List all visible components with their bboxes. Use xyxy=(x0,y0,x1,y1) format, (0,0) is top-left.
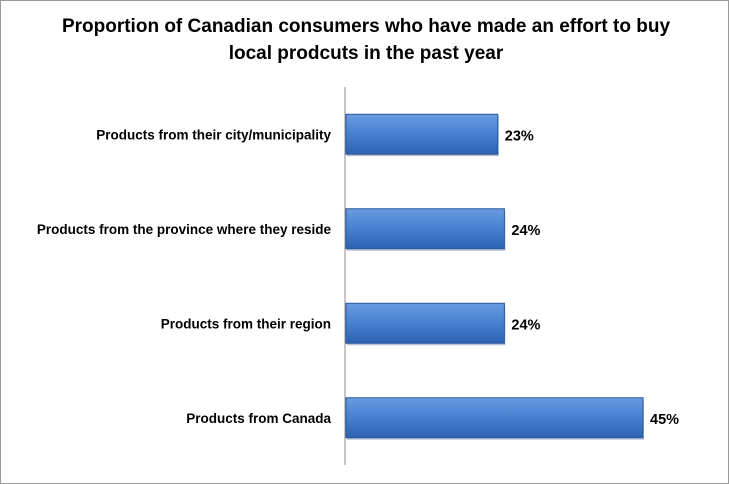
category-label: Products from the province where they re… xyxy=(37,222,332,237)
bar xyxy=(345,113,499,155)
value-label: 24% xyxy=(511,223,540,239)
value-label: 23% xyxy=(505,128,534,144)
value-label: 45% xyxy=(650,412,679,428)
chart-title: Proportion of Canadian consumers who hav… xyxy=(61,16,671,64)
value-label: 24% xyxy=(511,317,540,333)
category-label: Products from their city/municipality xyxy=(96,127,331,142)
category-label: Products from Canada xyxy=(186,411,331,426)
bar xyxy=(345,302,505,344)
bar xyxy=(345,208,505,250)
category-label: Products from their region xyxy=(161,316,331,331)
bar xyxy=(345,397,644,439)
